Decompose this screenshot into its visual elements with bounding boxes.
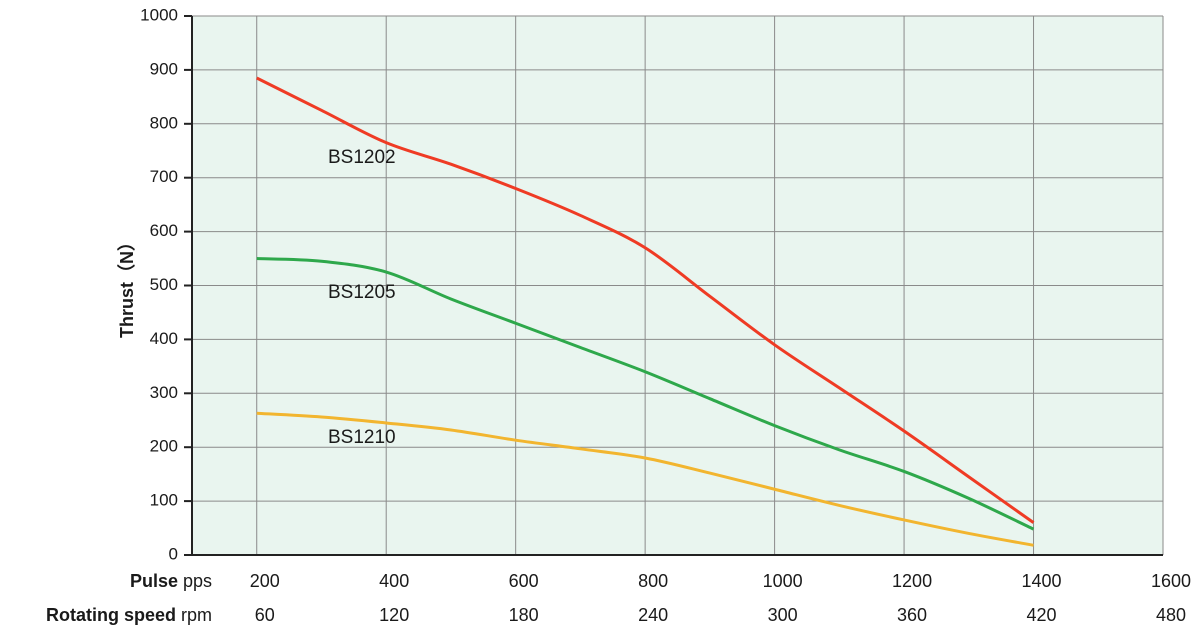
series-label-bs1205: BS1205 — [328, 282, 396, 303]
x-row-label: Pulse pps — [130, 571, 212, 591]
x-tick-label: 60 — [255, 605, 275, 625]
x-tick-label: 1600 — [1151, 571, 1191, 591]
y-tick-label: 200 — [150, 437, 178, 456]
x-tick-label: 1000 — [763, 571, 803, 591]
series-line-bs1210 — [256, 411, 1034, 547]
y-tick-label: 100 — [150, 491, 178, 510]
grid-lines — [192, 15, 1164, 555]
x-tick-label: 1400 — [1022, 571, 1062, 591]
x-row-label-unit: pps — [178, 571, 212, 591]
y-tick-label: 300 — [150, 383, 178, 402]
x-row-label: Rotating speed rpm — [46, 605, 212, 625]
x-row-label-name: Pulse — [130, 571, 178, 591]
x-tick-rows: Pulse pps 200 400 600 800 1000 1200 1400 1600 Rot… — [46, 571, 1191, 625]
y-tick-label: 600 — [150, 221, 178, 240]
y-tick-label: 800 — [150, 113, 178, 132]
x-tick-label: 240 — [638, 605, 668, 625]
x-tick-label: 360 — [897, 605, 927, 625]
y-tick-label: 700 — [150, 167, 178, 186]
x-tick-label: 180 — [509, 605, 539, 625]
y-axis-label-text: Thrust — [117, 282, 137, 338]
y-tick-label: 0 — [169, 544, 178, 563]
x-tick-label: 420 — [1027, 605, 1057, 625]
x-tick-label: 400 — [379, 571, 409, 591]
y-tick-label: 400 — [150, 329, 178, 348]
y-axis-label-unit: （N） — [117, 233, 137, 282]
series-lines — [256, 76, 1035, 547]
y-tick-label: 500 — [150, 275, 178, 294]
x-tick-label: 1200 — [892, 571, 932, 591]
axes — [184, 15, 1163, 556]
series-labels: BS1202 BS1205 BS1210 — [328, 147, 396, 448]
x-tick-label: 300 — [768, 605, 798, 625]
x-tick-label: 200 — [250, 571, 280, 591]
y-tick-label: 900 — [150, 59, 178, 78]
x-tick-label: 600 — [509, 571, 539, 591]
x-row-label-name: Rotating speed — [46, 605, 176, 625]
x-tick-label: 480 — [1156, 605, 1186, 625]
x-tick-label: 800 — [638, 571, 668, 591]
series-line-bs1205 — [256, 257, 1035, 531]
series-label-bs1210: BS1210 — [328, 427, 396, 448]
y-tick-labels: 0 100 200 300 400 500 600 700 800 900 1000 — [140, 5, 178, 563]
x-row-label-unit: rpm — [176, 605, 212, 625]
y-tick-label: 1000 — [140, 5, 178, 24]
y-axis-label: Thrust（N） — [117, 233, 137, 338]
series-line-bs1202 — [256, 76, 1035, 524]
series-label-bs1202: BS1202 — [328, 147, 396, 168]
x-tick-label: 120 — [379, 605, 409, 625]
